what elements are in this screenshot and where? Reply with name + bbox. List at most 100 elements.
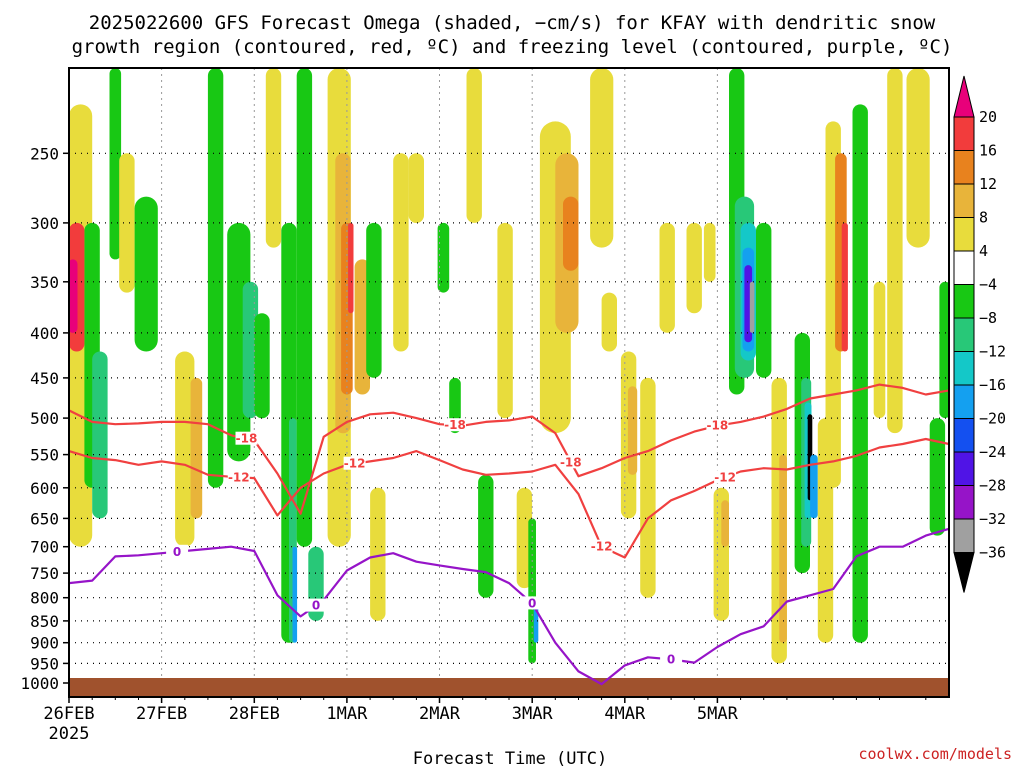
x-axis-label: Forecast Time (UTC) [413, 749, 607, 768]
credit-label: coolwx.com/models [858, 745, 1012, 763]
colorbar-segment [953, 451, 975, 486]
omega-shade-cell [601, 292, 617, 352]
x-tick-label: 26FEB [43, 704, 94, 724]
contour-label-bg [227, 470, 250, 484]
contour-label: -18 [560, 455, 582, 469]
colorbar-label: −20 [979, 410, 1006, 428]
y-tick-label: 750 [30, 564, 59, 583]
contour-label-bg [714, 470, 737, 484]
y-axis: 250 300 350 400 450 500 550 600 650 700 750 800 850 9… [20, 144, 69, 693]
colorbar-label: −16 [979, 376, 1006, 394]
omega-shade-cell [478, 474, 494, 598]
contour-label-bg [343, 456, 366, 470]
omega-shade-cell [437, 222, 450, 293]
contour-label: -18 [444, 418, 466, 432]
omega-shade-cell [254, 313, 270, 419]
chart-title-line1: 2025022600 GFS Forecast Omega (shaded, −… [89, 12, 936, 34]
x-tick-label: 2MAR [419, 704, 461, 724]
colorbar-label: −4 [979, 276, 997, 294]
omega-shade-cell [393, 153, 409, 352]
contour-label: 0 [667, 652, 675, 666]
omega-shade-cell [873, 281, 886, 419]
omega-shade-cell [265, 68, 282, 248]
x-tick-label: 3MAR [512, 704, 554, 724]
year-label: 2025 [49, 724, 90, 744]
ground-terrain [69, 678, 949, 697]
omega-shade-cell [703, 222, 716, 282]
colorbar-label: −32 [979, 510, 1006, 528]
y-tick-label: 550 [30, 446, 59, 465]
colorbar-label: −36 [979, 544, 1006, 562]
contour-label: 0 [312, 599, 320, 613]
colorbar-segment [953, 317, 975, 352]
colorbar-segment [953, 150, 975, 185]
contour-label-bg [166, 544, 189, 558]
omega-shade-cell [92, 351, 108, 519]
contour-line [69, 437, 949, 559]
colorbar-segment [953, 183, 975, 218]
contour-label: 0 [528, 596, 536, 610]
omega-shade-cell [69, 259, 78, 333]
y-tick-label: 850 [30, 612, 59, 631]
omega-shade-cell [366, 222, 382, 378]
colorbar-top-arrow [953, 75, 975, 118]
chart-title-line2: growth region (contoured, red, ºC) and f… [72, 36, 953, 58]
colorbar-bottom-arrow [953, 552, 975, 593]
colorbar-segment [953, 217, 975, 252]
contour-label-bg [706, 418, 729, 432]
y-tick-label: 250 [30, 144, 59, 163]
omega-shade-cell [887, 68, 903, 434]
colorbar-label: −12 [979, 343, 1006, 361]
omega-shade-cell [119, 153, 135, 293]
omega-shade-cell [408, 153, 424, 223]
omega-shade-cell [590, 68, 614, 248]
colorbar-label: 8 [979, 209, 988, 227]
omega-shade-cell [134, 196, 158, 352]
contour-label-bg [521, 596, 544, 610]
omega-shade-cell [109, 68, 122, 260]
contour-label: -18 [236, 432, 258, 446]
omega-shade-cell [929, 418, 946, 536]
omega-shade-cell [640, 377, 656, 598]
x-tick-label: 1MAR [326, 704, 368, 724]
omega-shade-cell [627, 386, 638, 475]
colorbar-segment [953, 485, 975, 520]
omega-shade-cell [292, 546, 298, 643]
colorbar-label: 4 [979, 242, 988, 260]
omega-shade-cell [296, 68, 313, 547]
colorbar-label: −28 [979, 477, 1006, 495]
omega-shade-cell [190, 377, 203, 519]
y-tick-label: 300 [30, 214, 59, 233]
omega-shade-cell [466, 68, 482, 223]
y-tick-label: 400 [30, 324, 59, 343]
y-tick-label: 950 [30, 654, 59, 673]
colorbar-segment [953, 351, 975, 386]
contour-label-bg [590, 539, 613, 553]
omega-shade-cell [906, 68, 930, 248]
contour-label-bg [660, 652, 683, 666]
contour-label-bg [305, 598, 327, 612]
y-tick-label: 500 [30, 409, 59, 428]
omega-shade-cell [749, 281, 755, 333]
omega-shade-cell [756, 222, 772, 378]
contour-label: 0 [173, 545, 181, 559]
colorbar-label: −8 [979, 309, 997, 327]
contour-label-bg [444, 418, 466, 432]
omega-shade-cell [563, 196, 579, 271]
colorbar-segment [953, 384, 975, 419]
omega-shade-cell [939, 281, 949, 419]
x-axis: 26FEB 27FEB 28FEB 1MAR 2MAR 3MAR 4MAR 5MAR [43, 697, 927, 724]
omega-shading [69, 68, 949, 664]
omega-shade-cell [175, 351, 195, 547]
y-tick-label: 700 [30, 538, 59, 557]
omega-shade-cell [370, 487, 386, 621]
omega-shade-cell [841, 222, 848, 352]
contour-label: -12 [714, 470, 736, 484]
colorbar-label: 12 [979, 175, 997, 193]
contour-label: -18 [707, 419, 729, 433]
contour-label: -12 [344, 457, 366, 471]
contour-label-bg [559, 455, 582, 469]
colorbar-label: 16 [979, 142, 997, 160]
contour-label: -12 [228, 470, 250, 484]
